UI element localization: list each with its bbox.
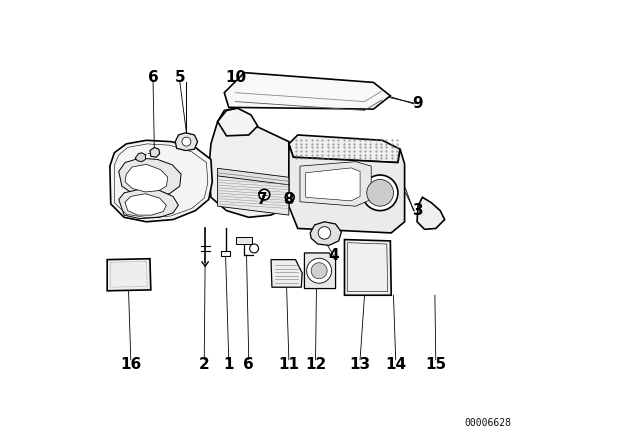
- Polygon shape: [306, 168, 360, 201]
- Circle shape: [259, 189, 269, 200]
- Polygon shape: [221, 251, 230, 256]
- Circle shape: [367, 180, 394, 206]
- Text: 4: 4: [328, 248, 339, 263]
- Circle shape: [362, 175, 398, 211]
- Text: 5: 5: [175, 69, 185, 85]
- Polygon shape: [218, 175, 289, 215]
- Text: 2: 2: [199, 357, 210, 372]
- Polygon shape: [289, 144, 404, 233]
- Circle shape: [311, 263, 327, 279]
- Polygon shape: [310, 222, 341, 246]
- Polygon shape: [119, 189, 179, 219]
- Text: 15: 15: [425, 357, 446, 372]
- Text: 9: 9: [413, 96, 423, 111]
- Circle shape: [182, 137, 191, 146]
- Polygon shape: [150, 147, 160, 157]
- Polygon shape: [417, 197, 445, 229]
- Polygon shape: [344, 240, 391, 295]
- Polygon shape: [224, 73, 390, 109]
- Text: 13: 13: [349, 357, 371, 372]
- Circle shape: [307, 258, 332, 283]
- Text: 1: 1: [223, 357, 234, 372]
- Polygon shape: [110, 140, 212, 222]
- Polygon shape: [305, 253, 335, 289]
- Text: 3: 3: [413, 203, 423, 218]
- Polygon shape: [300, 162, 371, 206]
- Text: 10: 10: [225, 69, 246, 85]
- Text: 14: 14: [385, 357, 406, 372]
- Polygon shape: [175, 133, 198, 151]
- Polygon shape: [271, 260, 302, 287]
- Polygon shape: [236, 237, 252, 244]
- Text: 6: 6: [148, 69, 159, 85]
- Text: 8: 8: [284, 192, 294, 207]
- Circle shape: [318, 227, 331, 239]
- Polygon shape: [125, 194, 166, 215]
- Text: 11: 11: [278, 357, 300, 372]
- Polygon shape: [135, 153, 145, 162]
- Circle shape: [285, 193, 294, 202]
- Text: 12: 12: [305, 357, 326, 372]
- Polygon shape: [209, 108, 289, 217]
- Text: 16: 16: [120, 357, 141, 372]
- Circle shape: [250, 244, 259, 253]
- Text: 00006628: 00006628: [465, 418, 511, 428]
- Polygon shape: [125, 164, 168, 192]
- Polygon shape: [289, 135, 400, 163]
- Polygon shape: [107, 259, 151, 291]
- Polygon shape: [218, 168, 289, 185]
- Polygon shape: [119, 158, 181, 196]
- Text: 6: 6: [243, 357, 254, 372]
- Text: 7: 7: [257, 192, 268, 207]
- Polygon shape: [218, 108, 258, 136]
